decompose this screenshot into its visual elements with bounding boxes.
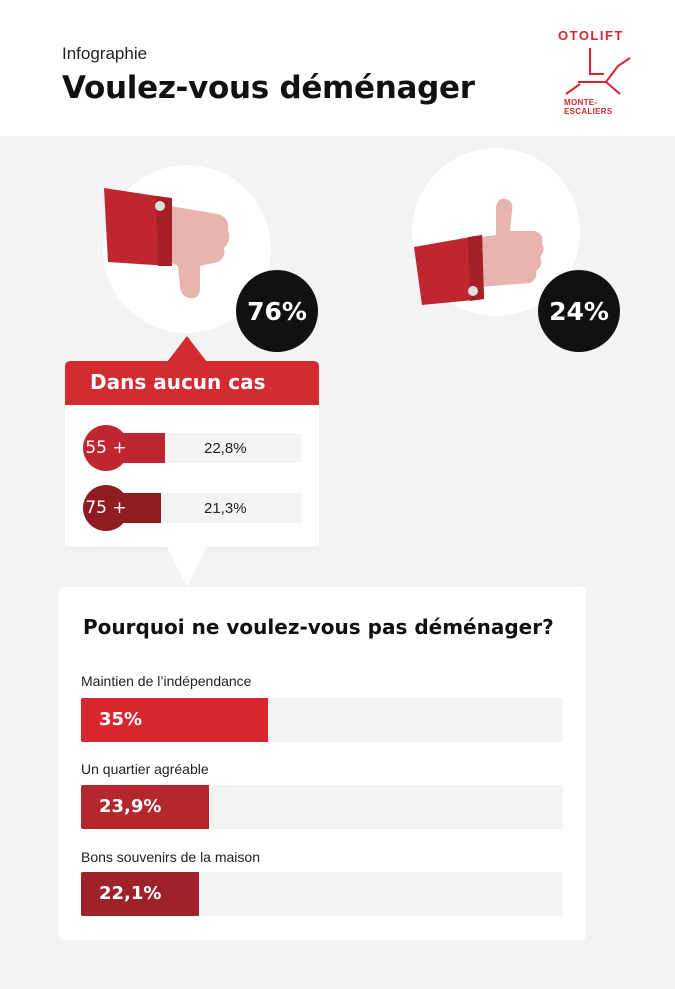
header: Infographie Voulez-vous déménager OTOLIF… (0, 0, 675, 136)
thumbs-down-icon (104, 188, 230, 299)
pct-badge-yes: 24% (538, 270, 620, 352)
logo-name: OTOLIFT (558, 28, 624, 43)
age-row: 55 + 22,8% (83, 425, 301, 471)
callout-pointer (167, 336, 207, 362)
reason-value: 23,9% (99, 796, 162, 817)
reason-bar-track: 35% (81, 698, 563, 742)
logo-tagline: MONTE-ESCALIERS (564, 98, 613, 116)
age-card-title: Dans aucun cas (65, 361, 319, 405)
age-badge: 75 + (83, 485, 129, 531)
age-breakdown-card: Dans aucun cas 55 + 22,8% 75 + 21,3% (65, 361, 319, 547)
thumbs-up-icon (414, 198, 544, 305)
reason-bar-fill (81, 785, 209, 829)
callout-pointer (167, 547, 207, 587)
age-row: 75 + 21,3% (83, 485, 301, 531)
reason-bar-fill (81, 698, 268, 742)
reasons-card: Pourquoi ne voulez-vous pas déménager? M… (59, 587, 586, 940)
reason-bar-track: 22,1% (81, 872, 563, 916)
stairlift-icon (565, 48, 631, 95)
page-title: Voulez-vous déménager (62, 70, 475, 106)
reasons-title: Pourquoi ne voulez-vous pas déménager? (83, 615, 554, 639)
pct-badge-no: 76% (236, 270, 318, 352)
reason-value: 22,1% (99, 883, 162, 904)
age-value: 21,3% (204, 500, 247, 517)
reason-label: Maintien de l’indépendance (81, 673, 252, 689)
reason-value: 35% (99, 709, 143, 730)
kicker: Infographie (62, 44, 148, 63)
age-badge: 55 + (83, 425, 129, 471)
age-value: 22,8% (204, 440, 247, 457)
reason-label: Un quartier agréable (81, 761, 209, 777)
reason-label: Bons souvenirs de la maison (81, 849, 260, 865)
reason-bar-fill (81, 872, 199, 916)
otolift-logo: OTOLIFT MONTE-ESCALIERS (558, 26, 644, 116)
reason-bar-track: 23,9% (81, 785, 563, 829)
